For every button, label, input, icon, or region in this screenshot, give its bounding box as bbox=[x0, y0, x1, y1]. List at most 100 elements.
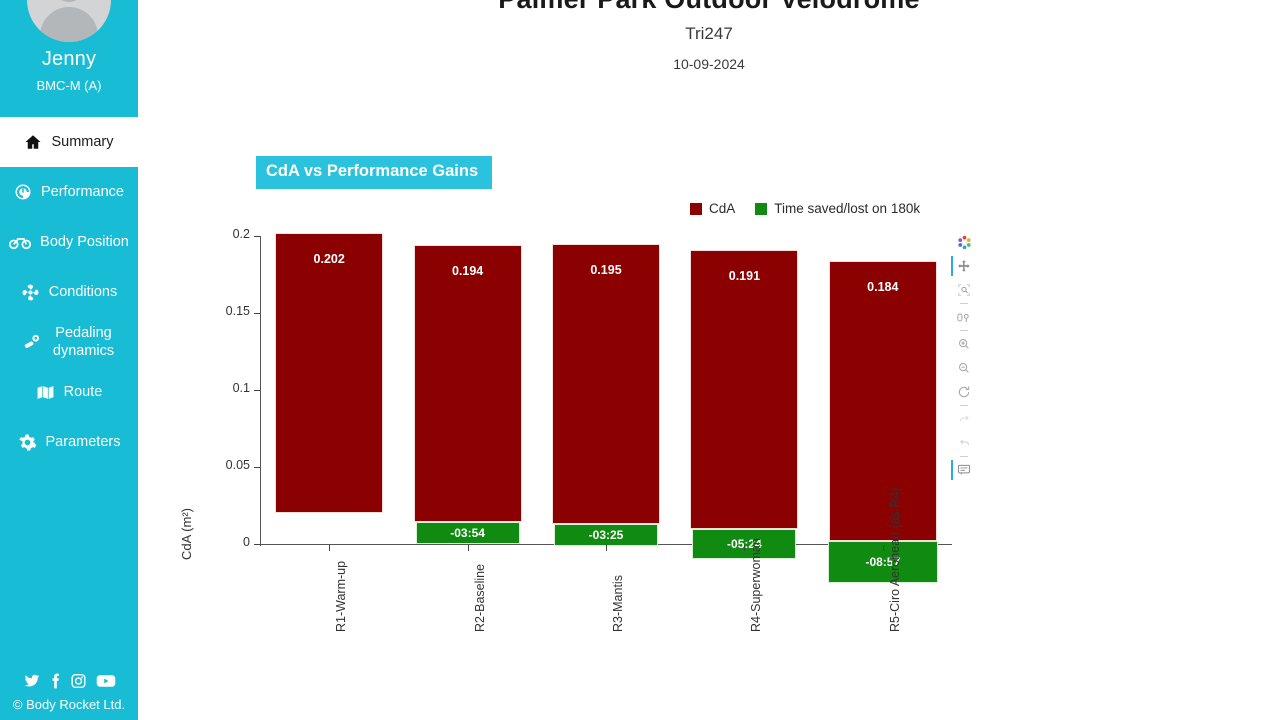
crank-icon bbox=[22, 332, 42, 352]
y-axis-tick-label: 0.05 bbox=[225, 458, 250, 472]
undo-icon[interactable] bbox=[951, 431, 977, 455]
x-axis-tick-mark bbox=[329, 545, 331, 551]
chart-toolbar bbox=[950, 230, 978, 482]
toolbar-divider bbox=[960, 303, 968, 304]
x-axis-tick-mark bbox=[744, 545, 746, 551]
map-icon bbox=[36, 383, 55, 402]
bar-cda[interactable]: 0.195 bbox=[552, 243, 660, 524]
y-axis-tick-mark bbox=[254, 236, 260, 237]
sidebar-item-body-position[interactable]: Body Position bbox=[0, 217, 138, 267]
facebook-icon[interactable] bbox=[50, 673, 61, 689]
y-axis-tick-mark bbox=[254, 544, 260, 545]
twitter-icon[interactable] bbox=[23, 673, 41, 689]
toolbar-separator bbox=[951, 256, 953, 276]
bar-cda[interactable]: 0.184 bbox=[828, 260, 937, 541]
y-axis-tick-mark bbox=[254, 313, 260, 314]
avatar-body-icon bbox=[40, 7, 98, 42]
avatar-head-icon bbox=[54, 0, 84, 2]
zoom-in-icon[interactable] bbox=[951, 332, 977, 356]
sidebar-item-parameters[interactable]: Parameters bbox=[0, 417, 138, 467]
header: Palmer Park Outdoor Velodrome Tri247 10-… bbox=[138, 0, 1280, 72]
y-axis-tick-mark bbox=[254, 467, 260, 468]
bar-cda[interactable]: 0.191 bbox=[690, 249, 799, 529]
sidebar-item-conditions[interactable]: Conditions bbox=[0, 267, 138, 317]
x-axis-tick-label: R2-Baseline bbox=[472, 563, 487, 632]
data-points-icon[interactable] bbox=[951, 305, 977, 329]
y-axis-tick-label: 0.2 bbox=[232, 227, 250, 241]
bar-time-saved[interactable]: -03:54 bbox=[415, 522, 520, 545]
toolbar-divider bbox=[960, 456, 968, 457]
sidebar-item-label: Pedaling dynamics bbox=[52, 324, 115, 359]
sidebar-item-label: Route bbox=[63, 383, 103, 400]
home-icon bbox=[24, 133, 42, 151]
sidebar-item-label: Parameters bbox=[45, 433, 121, 450]
toolbar-divider bbox=[960, 330, 968, 331]
zoom-select-icon[interactable] bbox=[951, 278, 977, 302]
copyright-text: © Body Rocket Ltd. bbox=[12, 697, 126, 712]
gear-icon bbox=[18, 433, 37, 452]
bar-time-label: -03:25 bbox=[588, 527, 624, 542]
sidebar-item-route[interactable]: Route bbox=[0, 367, 138, 417]
x-axis-tick-mark bbox=[882, 545, 884, 551]
chart-title: CdA vs Performance Gains bbox=[256, 156, 493, 189]
y-axis-tick-label: 0.15 bbox=[225, 304, 250, 318]
sidebar-item-label: Performance bbox=[40, 183, 124, 200]
bar-cda[interactable]: 0.194 bbox=[413, 245, 522, 523]
bicycle-icon bbox=[9, 233, 32, 251]
x-axis-tick-mark bbox=[606, 545, 607, 551]
redo-icon[interactable] bbox=[951, 407, 977, 431]
bar-time-label: -03:54 bbox=[450, 526, 485, 541]
comment-icon[interactable] bbox=[951, 458, 977, 482]
legend-item-cda[interactable]: CdA bbox=[690, 201, 735, 216]
bar-time-label: -05:24 bbox=[727, 536, 762, 551]
youtube-icon[interactable] bbox=[96, 673, 116, 689]
y-axis-tick-label: 0 bbox=[243, 535, 250, 549]
bar-value-label: 0.184 bbox=[867, 279, 899, 294]
bar-time-saved[interactable]: -03:25 bbox=[554, 523, 658, 546]
instagram-icon[interactable] bbox=[70, 673, 87, 689]
y-axis-tick-label: 0.1 bbox=[232, 381, 250, 395]
chart-plot-area[interactable]: CdA (m²) 0 0.05 0.1 0.15 0.2 0.202 0.194 -03:5… bbox=[179, 227, 965, 710]
x-axis-tick-label: R3-Mantis bbox=[611, 575, 625, 632]
legend-label: CdA bbox=[709, 201, 736, 216]
bar-time-label: -08:57 bbox=[865, 554, 901, 569]
x-axis-tick-label: R5-Ciro Aerohead (as R4) bbox=[887, 487, 902, 632]
avatar[interactable] bbox=[27, 0, 111, 42]
session-name: Tri247 bbox=[685, 24, 733, 43]
social-links bbox=[0, 673, 138, 689]
sidebar-item-summary[interactable]: Summary bbox=[0, 117, 138, 167]
x-axis-tick-label: R1-Warm-up bbox=[334, 560, 349, 632]
legend-label: Time saved/lost on 180k bbox=[774, 201, 921, 216]
autoscale-icon[interactable] bbox=[951, 380, 977, 404]
bar-value-label: 0.191 bbox=[728, 268, 761, 283]
toolbar-separator bbox=[951, 460, 953, 480]
sidebar-item-performance[interactable]: Performance bbox=[0, 167, 138, 217]
user-name: Jenny bbox=[41, 48, 97, 70]
legend-item-time-saved[interactable]: Time saved/lost on 180k bbox=[755, 201, 920, 216]
sidebar-item-label: Body Position bbox=[40, 233, 129, 250]
y-axis-line bbox=[260, 236, 261, 546]
user-team: BMC-M (A) bbox=[36, 78, 102, 93]
legend-swatch bbox=[690, 202, 702, 215]
x-axis-tick-mark bbox=[467, 545, 469, 551]
zoom-out-icon[interactable] bbox=[951, 356, 977, 380]
sidebar-item-label: Conditions bbox=[48, 283, 118, 300]
toolbar-divider bbox=[960, 405, 968, 406]
legend-swatch bbox=[755, 202, 768, 215]
pan-icon[interactable] bbox=[951, 254, 977, 278]
sidebar: Jenny BMC-M (A) Summary bbox=[0, 0, 138, 720]
speedometer-icon bbox=[14, 183, 32, 201]
sidebar-nav: Summary Performance bbox=[0, 117, 138, 467]
chart-legend: CdA Time saved/lost on 180k bbox=[690, 201, 920, 216]
fan-icon bbox=[21, 283, 40, 302]
avatar-wrap bbox=[27, 0, 111, 42]
page-title: Palmer Park Outdoor Velodrome bbox=[138, 0, 1280, 15]
sidebar-item-label: Summary bbox=[51, 133, 114, 150]
plotly-logo-icon[interactable] bbox=[951, 230, 977, 254]
session-date: 10-09-2024 bbox=[673, 56, 745, 72]
bar-value-label: 0.195 bbox=[590, 262, 622, 277]
bar-cda[interactable]: 0.202 bbox=[275, 232, 384, 514]
x-axis-tick-label: R4-Superwoman bbox=[749, 538, 764, 632]
sidebar-item-pedaling-dynamics[interactable]: Pedaling dynamics bbox=[0, 317, 138, 367]
bar-time-saved[interactable]: -05:24 bbox=[692, 528, 797, 559]
